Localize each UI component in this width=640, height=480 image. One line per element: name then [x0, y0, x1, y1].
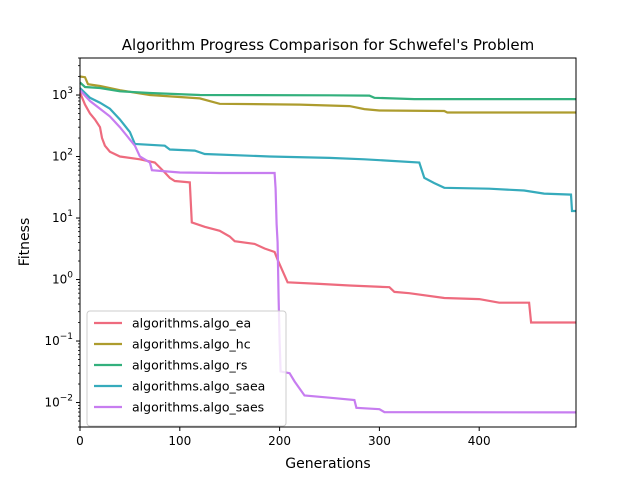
- series-line-3: [79, 87, 576, 213]
- series-line-0: [78, 92, 576, 324]
- y-tick-label-0: 10−2: [44, 394, 73, 410]
- x-tick-label-3: 300: [368, 434, 391, 448]
- legend-label-0: algorithms.algo_ea: [132, 316, 251, 331]
- y-tick-label-4: 102: [52, 148, 73, 164]
- x-tick-label-0: 0: [76, 434, 84, 448]
- plot-lines: [78, 75, 577, 414]
- legend-label-2: algorithms.algo_rs: [132, 358, 247, 373]
- series-line-4: [79, 89, 577, 414]
- legend: algorithms.algo_ea algorithms.algo_hcalgo…: [86, 310, 287, 427]
- legend-label-4: algorithms.algo_saes: [132, 400, 264, 415]
- x-tick-label-1: 100: [168, 434, 191, 448]
- legend-label-1: algorithms.algo_hc: [132, 337, 251, 352]
- legend-box: [86, 310, 287, 427]
- x-axis: 0 100 200 300 400: [76, 427, 491, 448]
- x-axis-label: Generations: [285, 456, 370, 472]
- y-tick-label-1: 10−1: [44, 332, 73, 348]
- y-tick-label-2: 100: [52, 271, 73, 287]
- chart-title: Algorithm Progress Comparison for Schwef…: [122, 36, 534, 54]
- y-axis-label: Fitness: [17, 218, 33, 267]
- y-axis: 10−2 10−1 100 101 102 103: [44, 57, 80, 428]
- y-tick-label-3: 101: [52, 209, 73, 225]
- legend-label-3: algorithms.algo_saea: [132, 379, 265, 394]
- x-tick-label-2: 200: [268, 434, 291, 448]
- series-line-1: [79, 75, 576, 114]
- y-tick-label-5: 103: [52, 86, 73, 102]
- x-tick-label-4: 400: [468, 434, 491, 448]
- series-line-2: [79, 81, 576, 101]
